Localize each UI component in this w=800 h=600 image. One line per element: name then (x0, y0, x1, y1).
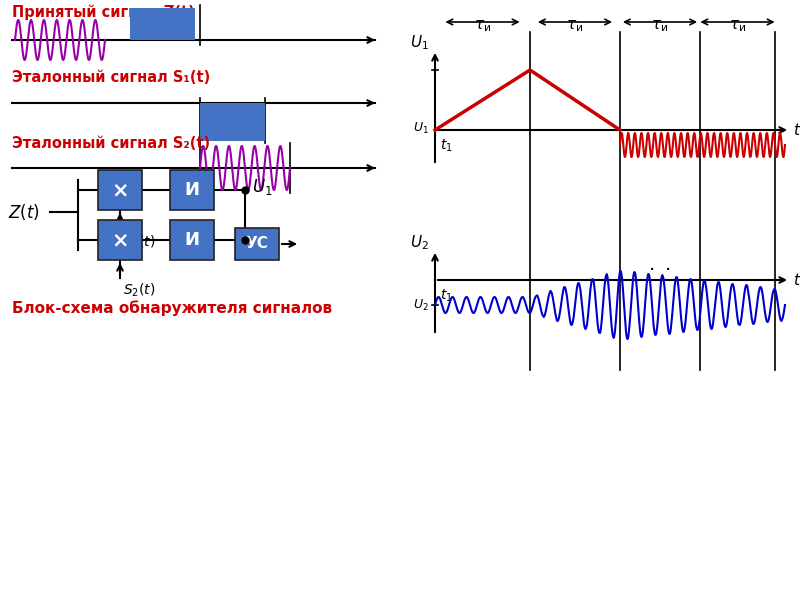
Text: $\tau_\mathrm{и}$: $\tau_\mathrm{и}$ (729, 18, 746, 34)
Text: $\tau_\mathrm{и}$: $\tau_\mathrm{и}$ (651, 18, 669, 34)
Text: $t$: $t$ (793, 122, 800, 138)
Text: $t_1$: $t_1$ (440, 138, 453, 154)
Text: $S_2(t)$: $S_2(t)$ (123, 282, 155, 299)
Text: $Z(t)$: $Z(t)$ (8, 202, 40, 222)
Text: Эталонный сигнал S₂(t): Эталонный сигнал S₂(t) (12, 136, 210, 151)
Text: $U_2$: $U_2$ (252, 232, 273, 252)
Text: $U_1$: $U_1$ (410, 33, 429, 52)
Text: $U_2$: $U_2$ (410, 233, 429, 252)
Text: ×: × (111, 230, 129, 250)
Text: $U_1$: $U_1$ (413, 121, 429, 136)
Bar (98, 170, 142, 210)
Text: Блок-схема обнаружителя сигналов: Блок-схема обнаружителя сигналов (12, 300, 332, 316)
Text: Принятый сигнал Z(t): Принятый сигнал Z(t) (12, 4, 194, 19)
Text: $\tau_\mathrm{и}$: $\tau_\mathrm{и}$ (474, 18, 491, 34)
Bar (130, 8, 195, 40)
Text: Эталонный сигнал S₁(t): Эталонный сигнал S₁(t) (12, 70, 210, 85)
Text: $t_1$: $t_1$ (440, 288, 453, 304)
Text: $U_2$: $U_2$ (414, 298, 429, 313)
Bar (200, 103, 265, 141)
Text: ×: × (111, 180, 129, 200)
Bar (98, 220, 142, 260)
Text: УС: УС (246, 236, 269, 251)
Bar (235, 228, 279, 260)
Text: И: И (185, 181, 199, 199)
Text: $\tau_\mathrm{и}$: $\tau_\mathrm{и}$ (566, 18, 583, 34)
Text: $S_1(t)$: $S_1(t)$ (123, 234, 155, 251)
Text: $U_1$: $U_1$ (252, 177, 273, 197)
Text: $t$: $t$ (793, 272, 800, 288)
Text: .: . (649, 255, 655, 274)
Bar (170, 170, 214, 210)
Text: .: . (665, 255, 671, 274)
Bar (170, 220, 214, 260)
Text: И: И (185, 231, 199, 249)
